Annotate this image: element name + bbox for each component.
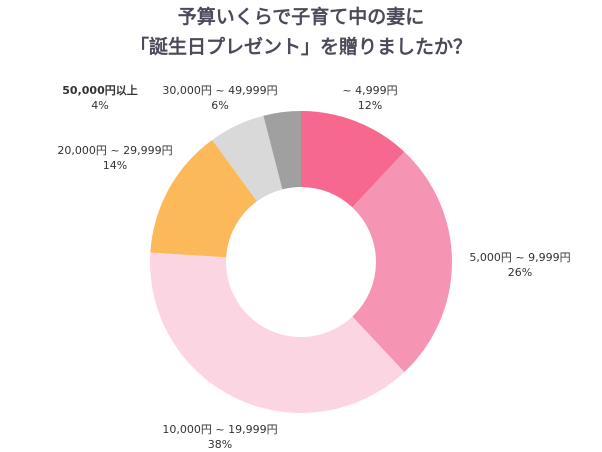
category-label: 30,000円 ~ 49,999円: [162, 84, 278, 97]
donut-slice: [212, 115, 283, 202]
donut-slice: [150, 139, 257, 258]
donut-slice: [263, 111, 301, 190]
label-10000-19999: 10,000円 ~ 19,999円 38%: [162, 422, 277, 452]
value-label: 6%: [211, 99, 229, 112]
label-30000-49999: 30,000円 ~ 49,999円 6%: [162, 83, 277, 113]
value-label: 26%: [507, 266, 533, 279]
value-label: 38%: [207, 438, 233, 451]
label-under-5000: ~ 4,999円 12%: [342, 83, 397, 113]
chart-title-line1: 予算いくらで子育て中の妻に: [177, 6, 425, 28]
category-label: ~ 4,999円: [342, 84, 398, 97]
category-label: 5,000円 ~ 9,999円: [469, 251, 571, 264]
category-label: 10,000円 ~ 19,999円: [162, 423, 278, 436]
chart-title-line2: 「誕生日プレゼント」を贈りましたか？: [129, 36, 472, 58]
category-label: 50,000円以上: [62, 84, 138, 97]
label-over-50000: 50,000円以上 4%: [62, 83, 137, 113]
label-20000-29999: 20,000円 ~ 29,999円 14%: [57, 143, 172, 173]
value-label: 12%: [357, 99, 383, 112]
value-label: 14%: [102, 159, 128, 172]
label-5000-9999: 5,000円 ~ 9,999円 26%: [469, 250, 570, 280]
value-label: 4%: [91, 99, 109, 112]
donut-slice: [301, 111, 405, 208]
category-label: 20,000円 ~ 29,999円: [57, 144, 173, 157]
donut-slice: [149, 252, 405, 414]
donut-slice: [352, 151, 452, 373]
